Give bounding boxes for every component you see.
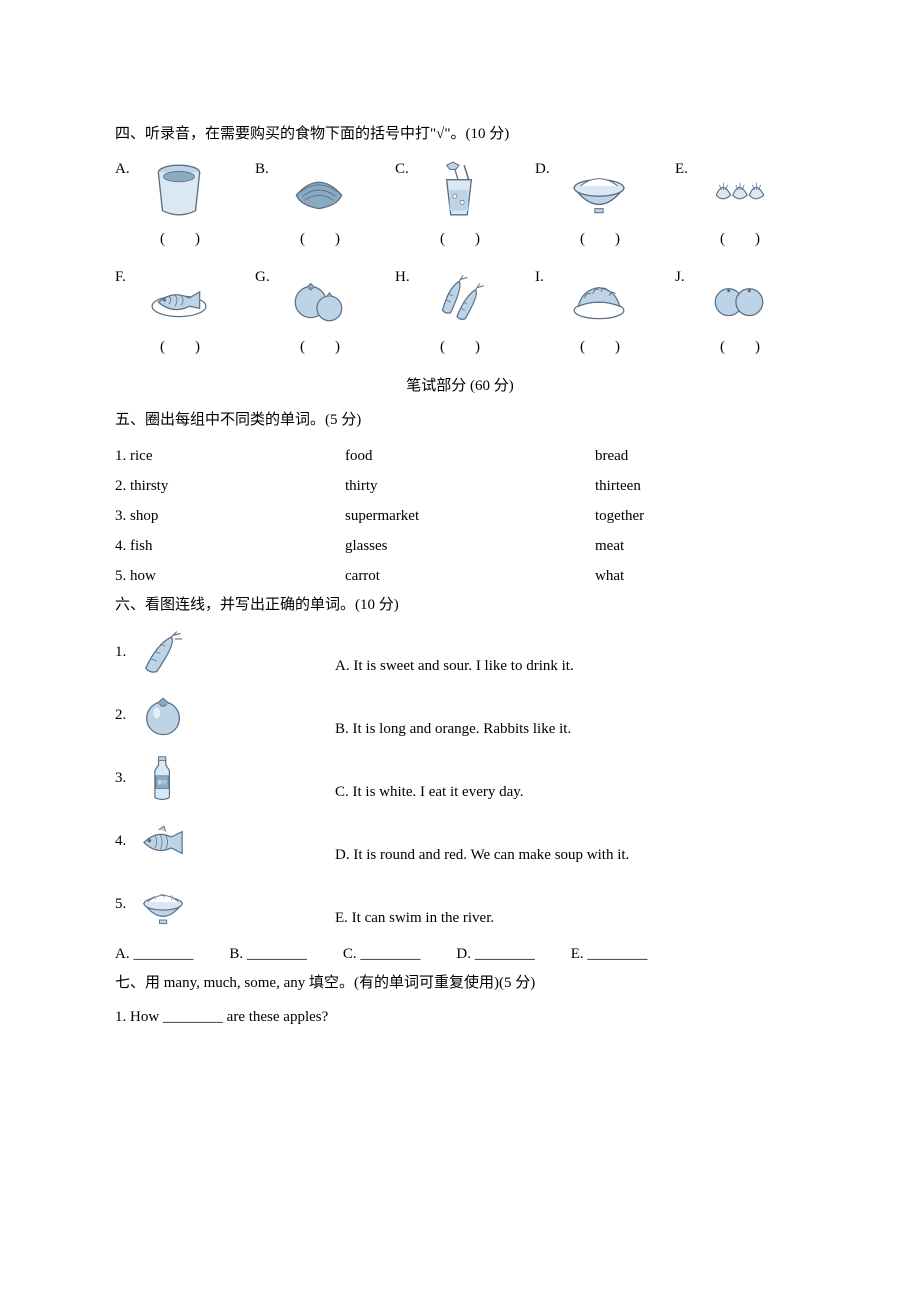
item-number: 5. — [115, 890, 133, 919]
written-part-title: 笔试部分 (60 分) — [115, 372, 805, 401]
table-cell: bread — [595, 441, 745, 471]
juice-glass-icon — [419, 155, 499, 225]
table-cell: 3. shop — [115, 501, 345, 531]
answer-bracket[interactable]: ( ) — [395, 225, 525, 254]
fish-plate-icon — [139, 263, 219, 333]
match-option: A. It is sweet and sour. I like to drink… — [335, 652, 574, 681]
cup-icon — [139, 155, 219, 225]
blank-e[interactable]: E. ________ — [571, 940, 648, 969]
juice-bottle-icon — [133, 751, 193, 806]
tomato-icon — [133, 688, 193, 743]
section4-row1: A. ( ) B. ( ) C. ( ) D. ( ) — [115, 155, 805, 254]
tomatoes-icon — [279, 263, 359, 333]
match-option: C. It is white. I eat it every day. — [335, 778, 524, 807]
table-cell: supermarket — [345, 501, 595, 531]
option-c: C. ( ) — [395, 155, 525, 254]
answer-bracket[interactable]: ( ) — [535, 225, 665, 254]
rice-bowl-icon — [133, 877, 193, 932]
option-f: F. ( ) — [115, 263, 245, 362]
dumplings-icon — [699, 155, 779, 225]
option-letter: F. — [115, 263, 135, 292]
table-cell: 4. fish — [115, 531, 345, 561]
option-letter: E. — [675, 155, 695, 184]
table-cell: food — [345, 441, 595, 471]
noodles-icon — [279, 155, 359, 225]
table-cell: thirty — [345, 471, 595, 501]
option-letter: C. — [395, 155, 415, 184]
section4-heading-suffix: 。(10 分) — [451, 126, 510, 142]
option-a: A. ( ) — [115, 155, 245, 254]
match-option: E. It can swim in the river. — [335, 904, 494, 933]
answer-bracket[interactable]: ( ) — [255, 333, 385, 362]
table-cell: 1. rice — [115, 441, 345, 471]
section4-row2: F. ( ) G. ( ) H. ( ) I. ( ) — [115, 263, 805, 362]
option-g: G. ( ) — [255, 263, 385, 362]
section4-heading-quote: "√" — [430, 126, 450, 142]
option-h: H. ( ) — [395, 263, 525, 362]
section5-heading: 五、圈出每组中不同类的单词。(5 分) — [115, 406, 805, 435]
option-letter: D. — [535, 155, 555, 184]
option-i: I. ( ) — [535, 263, 665, 362]
section7-q1: 1. How ________ are these apples? — [115, 1003, 805, 1032]
option-b: B. ( ) — [255, 155, 385, 254]
section6-heading: 六、看图连线，并写出正确的单词。(10 分) — [115, 591, 805, 620]
item-number: 3. — [115, 764, 133, 793]
answer-bracket[interactable]: ( ) — [675, 333, 805, 362]
table-cell: 2. thirsty — [115, 471, 345, 501]
section4-heading: 四、听录音，在需要购买的食物下面的括号中打"√"。(10 分) — [115, 120, 805, 149]
answer-bracket[interactable]: ( ) — [255, 225, 385, 254]
section6-item-2: 2. B. It is long and orange. Rabbits lik… — [115, 688, 805, 743]
option-letter: G. — [255, 263, 275, 292]
section4-heading-prefix: 四、听录音，在需要购买的食物下面的括号中打 — [115, 126, 430, 142]
table-cell: glasses — [345, 531, 595, 561]
option-letter: J. — [675, 263, 695, 292]
option-e: E. ( ) — [675, 155, 805, 254]
option-letter: A. — [115, 155, 135, 184]
table-cell: thirteen — [595, 471, 745, 501]
oranges-icon — [699, 263, 779, 333]
item-number: 4. — [115, 827, 133, 856]
fish-icon — [133, 814, 193, 869]
item-number: 2. — [115, 701, 133, 730]
table-cell: carrot — [345, 561, 595, 591]
answer-bracket[interactable]: ( ) — [395, 333, 525, 362]
answer-bracket[interactable]: ( ) — [115, 225, 245, 254]
blank-b[interactable]: B. ________ — [229, 940, 307, 969]
option-letter: I. — [535, 263, 555, 292]
blank-a[interactable]: A. ________ — [115, 940, 193, 969]
section6-item-1: 1. A. It is sweet and sour. I like to dr… — [115, 625, 805, 680]
section6-item-4: 4. D. It is round and red. We can make s… — [115, 814, 805, 869]
rice-bowl-icon — [559, 155, 639, 225]
option-j: J. ( ) — [675, 263, 805, 362]
answer-bracket[interactable]: ( ) — [115, 333, 245, 362]
option-d: D. ( ) — [535, 155, 665, 254]
section6-blanks: A. ________ B. ________ C. ________ D. _… — [115, 940, 805, 969]
worksheet-page: 四、听录音，在需要购买的食物下面的括号中打"√"。(10 分) A. ( ) B… — [0, 0, 920, 1302]
carrots-icon — [419, 263, 499, 333]
blank-d[interactable]: D. ________ — [456, 940, 534, 969]
section5-table: 1. rice food bread 2. thirsty thirty thi… — [115, 441, 805, 591]
option-letter: B. — [255, 155, 275, 184]
table-cell: together — [595, 501, 745, 531]
answer-bracket[interactable]: ( ) — [675, 225, 805, 254]
section6-item-5: 5. E. It can swim in the river. — [115, 877, 805, 932]
match-option: D. It is round and red. We can make soup… — [335, 841, 629, 870]
option-letter: H. — [395, 263, 415, 292]
match-option: B. It is long and orange. Rabbits like i… — [335, 715, 571, 744]
carrot-icon — [133, 625, 193, 680]
section6-item-3: 3. C. It is white. I eat it every day. — [115, 751, 805, 806]
bread-icon — [559, 263, 639, 333]
item-number: 1. — [115, 638, 133, 667]
table-cell: 5. how — [115, 561, 345, 591]
blank-c[interactable]: C. ________ — [343, 940, 421, 969]
table-cell: meat — [595, 531, 745, 561]
section7-heading: 七、用 many, much, some, any 填空。(有的单词可重复使用)… — [115, 969, 805, 998]
answer-bracket[interactable]: ( ) — [535, 333, 665, 362]
table-cell: what — [595, 561, 745, 591]
